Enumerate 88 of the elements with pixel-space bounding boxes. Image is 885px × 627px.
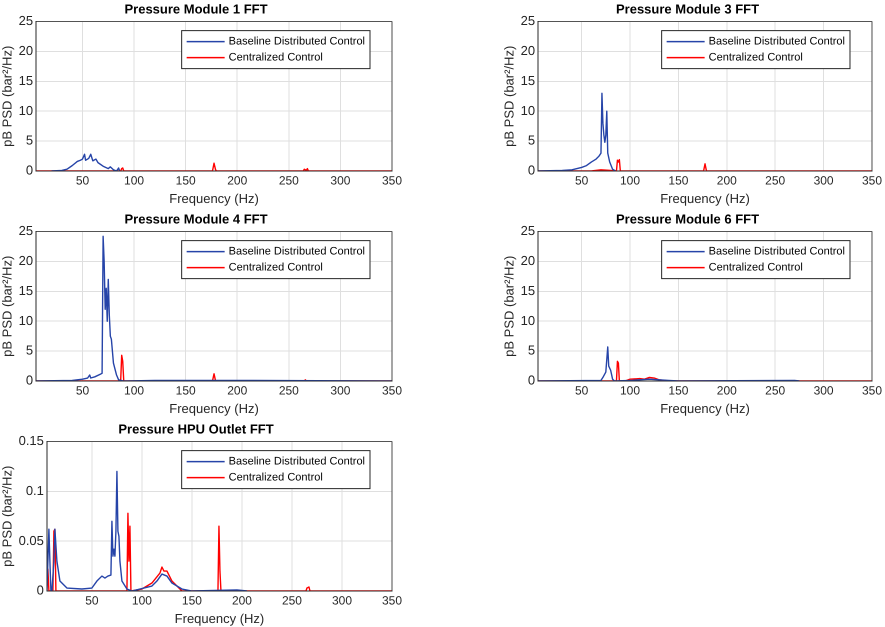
chart-title: Pressure Module 4 FFT: [124, 211, 268, 226]
x-tick-label: 50: [574, 174, 589, 188]
x-tick-label: 100: [124, 384, 144, 398]
x-tick-label: 200: [716, 174, 738, 188]
chart-title: Pressure Module 3 FFT: [616, 1, 760, 16]
y-tick-label: 15: [18, 72, 34, 88]
legend-label: Centralized Control: [228, 262, 323, 274]
x-tick-label: 100: [620, 174, 640, 188]
y-tick-label: 15: [520, 282, 536, 298]
y-tick-label: 10: [520, 312, 536, 328]
x-tick-label: 50: [574, 384, 589, 398]
y-axis-title: pB PSD (bar²/Hz): [0, 256, 14, 357]
chart-title: Pressure Module 1 FFT: [124, 1, 268, 16]
x-tick-label: 250: [278, 384, 300, 398]
y-tick-label: 20: [520, 253, 536, 268]
x-tick-label: 200: [232, 594, 252, 608]
legend-label: Centralized Control: [708, 52, 803, 64]
legend-label: Baseline Distributed Control: [708, 246, 846, 258]
y-tick-label: 5: [26, 132, 34, 148]
legend-label: Centralized Control: [708, 262, 803, 274]
x-tick-label: 100: [124, 174, 144, 188]
x-tick-label: 350: [862, 384, 882, 398]
x-tick-label: 150: [668, 174, 689, 188]
y-tick-label: 0.05: [18, 532, 44, 548]
x-tick-label: 300: [330, 384, 351, 398]
y-axis-title: pB PSD (bar²/Hz): [0, 466, 14, 567]
y-tick-label: 10: [520, 102, 536, 118]
y-tick-label: 10: [18, 312, 34, 328]
y-tick-label: 25: [18, 13, 34, 28]
y-tick-label: 25: [18, 223, 34, 238]
y-tick-label: 0: [528, 162, 536, 178]
x-tick-label: 250: [765, 384, 786, 398]
y-tick-label: 10: [18, 102, 34, 118]
x-tick-label: 350: [382, 594, 402, 608]
chart-title: Pressure Module 6 FFT: [616, 211, 760, 226]
y-tick-label: 0: [26, 372, 34, 388]
x-tick-label: 150: [176, 174, 196, 188]
x-tick-label: 50: [76, 174, 90, 188]
x-tick-label: 300: [332, 594, 352, 608]
x-axis-title: Frequency (Hz): [660, 400, 750, 416]
legend-label: Baseline Distributed Control: [228, 246, 366, 258]
x-tick-label: 350: [382, 384, 402, 398]
x-tick-label: 200: [227, 174, 248, 188]
y-tick-label: 5: [528, 342, 536, 358]
y-tick-label: 20: [18, 43, 34, 58]
y-tick-label: 0.1: [26, 482, 44, 498]
x-tick-label: 50: [76, 384, 90, 398]
x-axis-title: Frequency (Hz): [169, 190, 259, 206]
y-tick-label: 0: [36, 582, 44, 598]
y-tick-label: 0: [528, 372, 536, 388]
y-axis-title: pB PSD (bar²/Hz): [501, 256, 516, 357]
y-axis-title: pB PSD (bar²/Hz): [0, 46, 14, 147]
chart-title: Pressure HPU Outlet FFT: [118, 421, 274, 436]
y-tick-label: 5: [26, 342, 34, 358]
x-tick-label: 300: [330, 174, 351, 188]
x-tick-label: 150: [668, 384, 689, 398]
x-tick-label: 300: [814, 174, 834, 188]
x-tick-label: 350: [382, 174, 402, 188]
y-tick-label: 20: [520, 43, 536, 58]
x-tick-label: 100: [132, 594, 152, 608]
y-tick-label: 0.15: [18, 433, 44, 448]
x-tick-label: 250: [282, 594, 302, 608]
x-tick-label: 150: [176, 384, 196, 398]
legend-label: Centralized Control: [228, 52, 323, 64]
x-tick-label: 250: [765, 174, 786, 188]
y-tick-label: 15: [18, 282, 34, 298]
y-tick-label: 20: [18, 253, 34, 268]
legend-label: Baseline Distributed Control: [708, 36, 846, 48]
y-tick-label: 15: [520, 72, 536, 88]
legend-label: Baseline Distributed Control: [228, 36, 366, 48]
x-axis-title: Frequency (Hz): [169, 400, 259, 416]
y-tick-label: 25: [520, 13, 536, 28]
y-tick-label: 0: [26, 162, 34, 178]
legend-label: Centralized Control: [228, 472, 323, 484]
x-tick-label: 150: [182, 594, 202, 608]
y-axis-title: pB PSD (bar²/Hz): [501, 46, 516, 147]
legend-label: Baseline Distributed Control: [228, 456, 366, 468]
x-tick-label: 300: [814, 384, 834, 398]
y-tick-label: 25: [520, 223, 536, 238]
x-tick-label: 100: [620, 384, 640, 398]
x-tick-label: 200: [716, 384, 738, 398]
y-tick-label: 5: [528, 132, 536, 148]
x-tick-label: 250: [278, 174, 300, 188]
x-tick-label: 350: [862, 174, 882, 188]
x-tick-label: 50: [85, 594, 99, 608]
x-axis-title: Frequency (Hz): [660, 190, 750, 206]
x-tick-label: 200: [227, 384, 248, 398]
x-axis-title: Frequency (Hz): [174, 610, 264, 626]
